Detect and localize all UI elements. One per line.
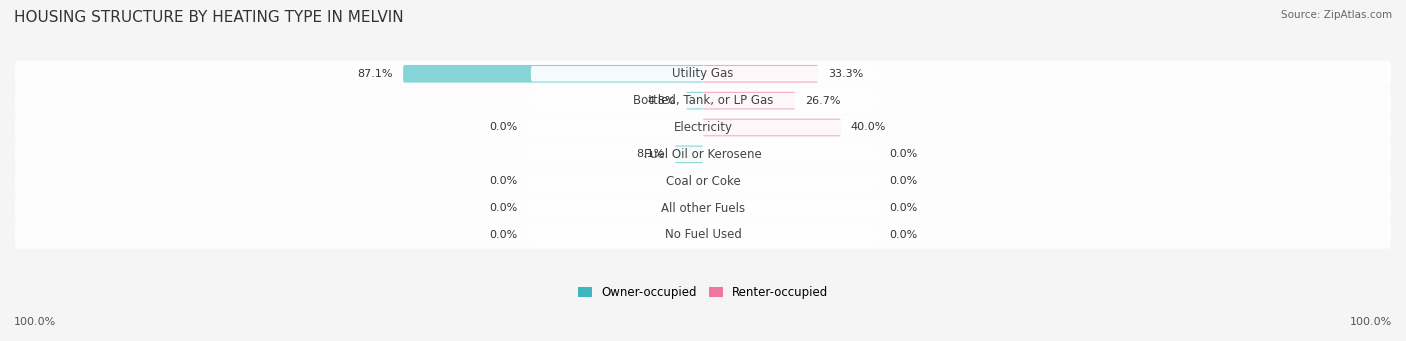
FancyBboxPatch shape (14, 115, 1392, 141)
Text: 0.0%: 0.0% (889, 203, 917, 213)
Text: 33.3%: 33.3% (828, 69, 863, 79)
FancyBboxPatch shape (686, 92, 703, 109)
FancyBboxPatch shape (703, 119, 841, 136)
Legend: Owner-occupied, Renter-occupied: Owner-occupied, Renter-occupied (578, 286, 828, 299)
Text: Electricity: Electricity (673, 121, 733, 134)
FancyBboxPatch shape (675, 146, 703, 163)
Text: 100.0%: 100.0% (14, 317, 56, 327)
FancyBboxPatch shape (531, 120, 875, 135)
FancyBboxPatch shape (14, 141, 1392, 168)
Text: 87.1%: 87.1% (357, 69, 394, 79)
FancyBboxPatch shape (531, 93, 875, 108)
FancyBboxPatch shape (703, 65, 818, 83)
Text: 0.0%: 0.0% (489, 176, 517, 186)
FancyBboxPatch shape (404, 65, 703, 83)
Text: 100.0%: 100.0% (1350, 317, 1392, 327)
Text: 0.0%: 0.0% (889, 230, 917, 240)
FancyBboxPatch shape (531, 174, 875, 189)
Text: 40.0%: 40.0% (851, 122, 886, 133)
Text: 0.0%: 0.0% (489, 203, 517, 213)
Text: Coal or Coke: Coal or Coke (665, 175, 741, 188)
FancyBboxPatch shape (531, 227, 875, 243)
Text: 4.8%: 4.8% (648, 95, 676, 106)
Text: Utility Gas: Utility Gas (672, 67, 734, 80)
FancyBboxPatch shape (14, 61, 1392, 88)
FancyBboxPatch shape (14, 195, 1392, 222)
FancyBboxPatch shape (14, 222, 1392, 249)
Text: Bottled, Tank, or LP Gas: Bottled, Tank, or LP Gas (633, 94, 773, 107)
FancyBboxPatch shape (531, 66, 875, 81)
FancyBboxPatch shape (14, 168, 1392, 195)
FancyBboxPatch shape (703, 92, 796, 109)
FancyBboxPatch shape (531, 200, 875, 216)
Text: 0.0%: 0.0% (889, 149, 917, 159)
Text: Source: ZipAtlas.com: Source: ZipAtlas.com (1281, 10, 1392, 20)
FancyBboxPatch shape (14, 88, 1392, 115)
Text: 26.7%: 26.7% (806, 95, 841, 106)
Text: HOUSING STRUCTURE BY HEATING TYPE IN MELVIN: HOUSING STRUCTURE BY HEATING TYPE IN MEL… (14, 10, 404, 25)
Text: No Fuel Used: No Fuel Used (665, 228, 741, 241)
Text: 0.0%: 0.0% (489, 230, 517, 240)
FancyBboxPatch shape (531, 147, 875, 162)
Text: Fuel Oil or Kerosene: Fuel Oil or Kerosene (644, 148, 762, 161)
Text: All other Fuels: All other Fuels (661, 202, 745, 214)
Text: 0.0%: 0.0% (489, 122, 517, 133)
Text: 8.1%: 8.1% (637, 149, 665, 159)
Text: 0.0%: 0.0% (889, 176, 917, 186)
